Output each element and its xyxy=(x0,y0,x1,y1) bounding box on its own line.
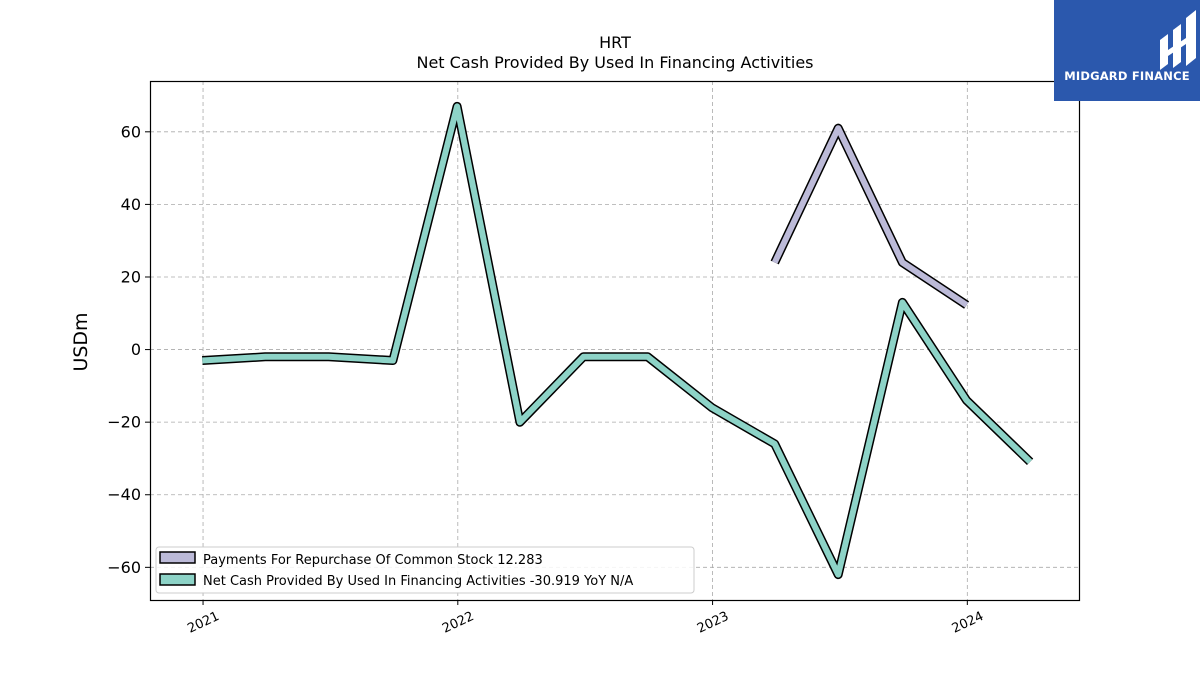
y-tick-label: −60 xyxy=(107,558,141,577)
chart-subtitle: Net Cash Provided By Used In Financing A… xyxy=(416,53,813,72)
y-tick-label: 20 xyxy=(121,267,141,286)
y-tick-label: 40 xyxy=(121,195,141,214)
midgard-logo-icon xyxy=(1160,10,1196,70)
plot-frame xyxy=(149,80,1081,602)
x-tick-label: 2022 xyxy=(440,609,476,637)
series-layer xyxy=(202,101,1034,580)
y-axis-label: USDm xyxy=(70,312,92,371)
y-tick-label: 0 xyxy=(131,340,141,359)
x-tick-label: 2024 xyxy=(950,609,986,637)
grid xyxy=(150,81,1079,600)
x-axis: 2021 2022 2023 2024 xyxy=(185,600,986,637)
y-tick-label: −20 xyxy=(107,413,141,432)
legend-swatch-repurchase xyxy=(159,551,196,564)
series-line xyxy=(202,103,1033,578)
y-tick-label: 60 xyxy=(121,122,141,141)
legend-swatch-financing xyxy=(159,573,196,586)
brand-name: MIDGARD FINANCE xyxy=(1064,69,1190,83)
legend-label-financing: Net Cash Provided By Used In Financing A… xyxy=(203,574,633,589)
legend: Payments For Repurchase Of Common Stock … xyxy=(155,546,695,594)
x-tick-label: 2021 xyxy=(185,609,221,637)
y-tick-label: −40 xyxy=(107,485,141,504)
legend-label-repurchase: Payments For Repurchase Of Common Stock … xyxy=(203,553,543,568)
y-axis: −60 −40 −20 0 20 40 60 xyxy=(107,122,150,577)
series-line xyxy=(771,125,969,308)
x-tick-label: 2023 xyxy=(695,609,731,637)
brand-logo: MIDGARD FINANCE xyxy=(1054,0,1200,101)
series-outline xyxy=(202,101,1034,580)
series-outline xyxy=(770,123,970,309)
series-0 xyxy=(770,123,970,309)
chart-title: HRT xyxy=(599,33,631,52)
legend-box xyxy=(155,546,695,594)
series-1 xyxy=(202,101,1034,580)
